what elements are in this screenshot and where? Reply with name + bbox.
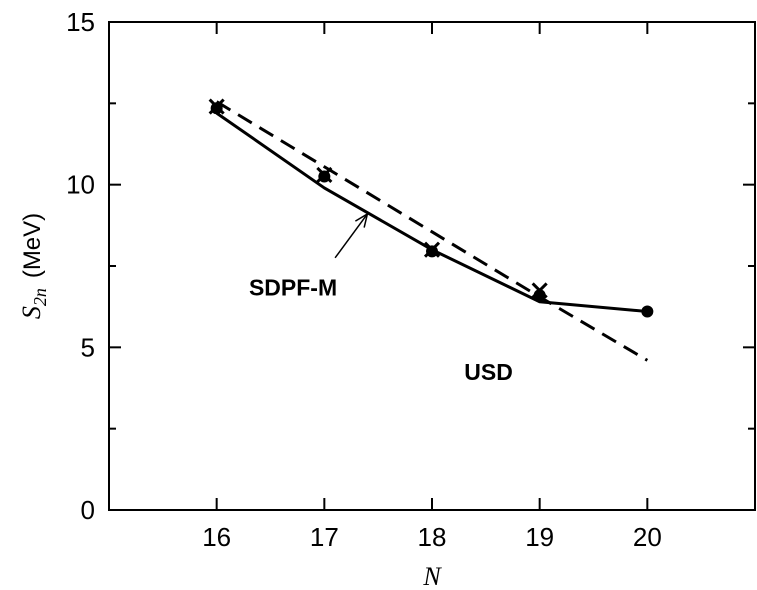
annotation-sdpf-m: SDPF-M: [249, 274, 337, 300]
x-tick-label: 17: [310, 522, 339, 552]
plot-frame: [108, 21, 756, 511]
x-tick-label: 19: [525, 522, 554, 552]
x-tick-label: 20: [633, 522, 662, 552]
y-axis-subscript: 2n: [30, 288, 50, 306]
annotation-usd: USD: [464, 359, 513, 385]
x-axis-label: N: [422, 562, 442, 590]
cross-stroke: [531, 282, 548, 299]
cross-marker: [316, 166, 333, 183]
annotation-arrow-shaft: [334, 213, 369, 259]
y-tick-label: 10: [66, 170, 95, 200]
y-axis-label: S2n (MeV): [17, 213, 50, 319]
y-axis-unit: (MeV): [19, 213, 46, 278]
y-tick-label: 0: [81, 495, 95, 525]
series-line-usd: [215, 100, 649, 362]
y-tick-label: 15: [66, 7, 95, 37]
x-tick-label: 18: [418, 522, 447, 552]
cross-marker: [531, 282, 548, 299]
annotation-arrow-head: [354, 212, 369, 228]
data-point: [641, 305, 654, 318]
x-tick-label: 16: [202, 522, 231, 552]
y-axis-symbol: S: [17, 306, 46, 319]
cross-stroke: [423, 241, 441, 258]
y-tick-label: 5: [81, 332, 95, 362]
cross-stroke: [316, 166, 333, 183]
cross-stroke: [208, 98, 225, 115]
cross-marker: [208, 98, 225, 115]
cross-marker: [423, 241, 441, 258]
